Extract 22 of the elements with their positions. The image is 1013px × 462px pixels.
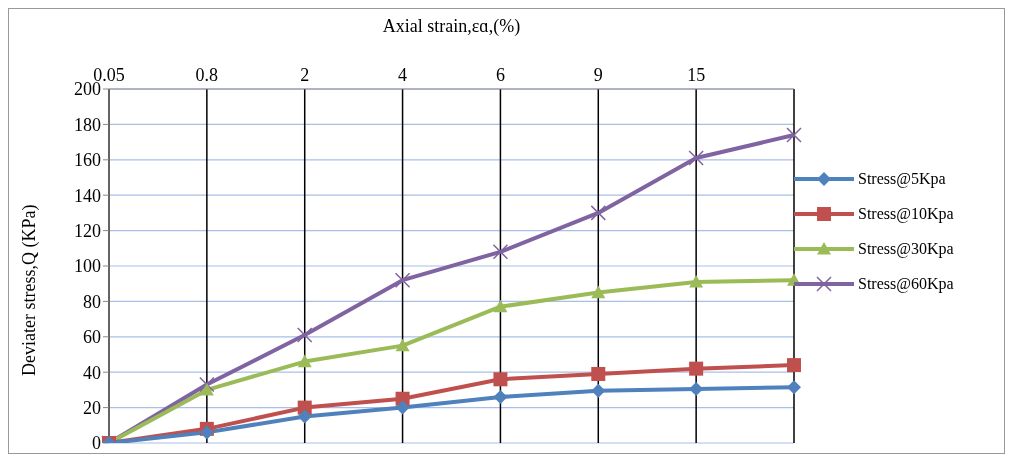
y-tick-label: 0 bbox=[92, 433, 101, 454]
y-tick-label: 60 bbox=[83, 327, 101, 348]
x-tick-label: 4 bbox=[398, 65, 408, 85]
legend-label: Stress@60Kpa bbox=[858, 274, 954, 293]
x-tick-label: 6 bbox=[495, 65, 505, 85]
x-tick-label: 2 bbox=[300, 65, 310, 85]
legend-label: Stress@30Kpa bbox=[858, 239, 954, 258]
y-tick-label: 20 bbox=[83, 397, 101, 418]
legend-label: Stress@5Kpa bbox=[858, 169, 946, 188]
y-tick-label: 40 bbox=[83, 362, 101, 383]
y-tick-label: 160 bbox=[74, 150, 101, 171]
y-tick-label: 120 bbox=[74, 220, 101, 241]
y-tick-label: 100 bbox=[74, 256, 101, 277]
y-tick-label: 140 bbox=[74, 185, 101, 206]
x-axis-title: Axial strain,ɛɑ,(%) bbox=[382, 15, 521, 37]
y-tick-label: 80 bbox=[83, 291, 101, 312]
x-tick-label: 15 bbox=[687, 65, 706, 85]
x-tick-label: 9 bbox=[593, 65, 603, 85]
legend-label: Stress@10Kpa bbox=[858, 204, 954, 223]
y-tick-label: 180 bbox=[74, 114, 101, 135]
y-axis-title: Deviater stress,Q (KPa) bbox=[19, 204, 41, 376]
x-tick-label: 0.8 bbox=[195, 65, 219, 85]
